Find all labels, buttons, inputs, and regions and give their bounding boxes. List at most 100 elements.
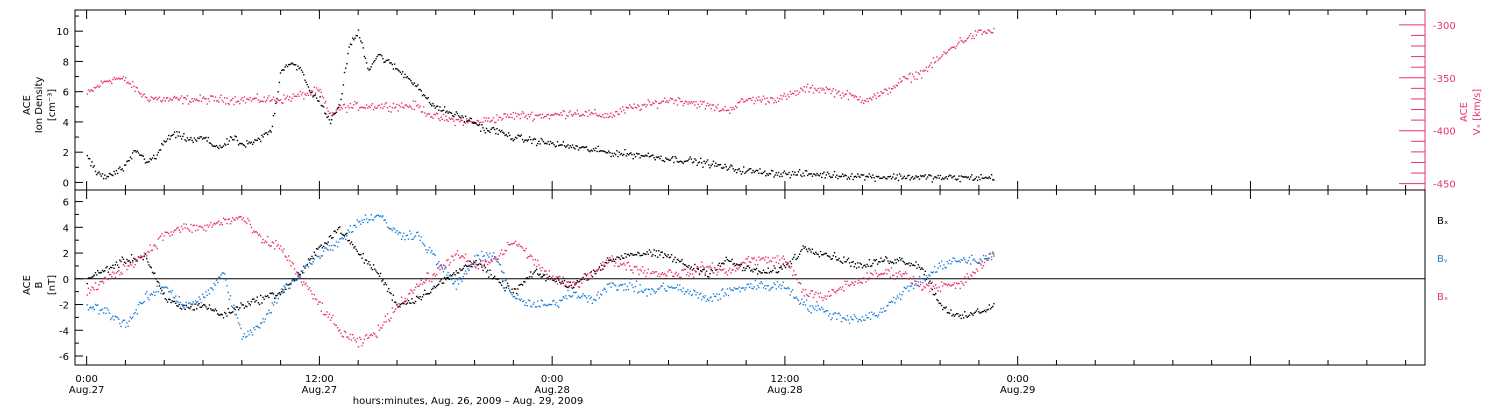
bx-point — [724, 260, 726, 262]
bx-point — [473, 263, 475, 265]
density-point — [439, 106, 441, 108]
bz-point — [873, 277, 875, 280]
velocity-point — [440, 116, 442, 118]
bz-point — [206, 224, 208, 226]
by-point — [745, 287, 747, 289]
bx-point — [584, 273, 587, 275]
density-point — [282, 69, 284, 71]
by-point — [743, 287, 745, 289]
by-point — [354, 224, 356, 227]
bx-point — [326, 243, 328, 245]
bx-point — [936, 298, 938, 301]
density-point — [559, 144, 561, 146]
by-point — [212, 289, 214, 291]
density-point — [200, 136, 203, 138]
bx-point — [852, 261, 854, 263]
bz-point — [90, 289, 92, 291]
velocity-point — [320, 91, 322, 94]
by-point — [369, 219, 371, 221]
bx-point — [886, 257, 888, 259]
by-point — [232, 306, 234, 308]
velocity-point — [411, 108, 413, 110]
bz-point — [881, 273, 883, 275]
bz-point — [452, 255, 454, 258]
time-tick-date: Aug.28 — [767, 385, 802, 396]
density-point — [293, 64, 296, 66]
top-left-ylabel-line1: ACE — [22, 95, 33, 115]
by-point — [990, 256, 993, 258]
velocity-point — [148, 100, 150, 103]
by-point — [442, 271, 445, 273]
bx-point — [889, 260, 892, 263]
density-point — [123, 164, 126, 166]
bx-point — [970, 312, 972, 314]
bx-point — [691, 269, 694, 271]
bx-point — [239, 307, 241, 309]
by-point — [418, 235, 420, 237]
bz-point — [708, 266, 710, 269]
by-point — [556, 305, 559, 307]
bz-point — [548, 270, 551, 272]
bx-point — [244, 305, 247, 307]
by-point — [347, 229, 349, 231]
velocity-point — [822, 87, 824, 90]
bz-point — [772, 257, 774, 259]
bz-point — [407, 293, 410, 295]
by-point — [867, 317, 869, 319]
density-point — [389, 62, 391, 64]
bx-point — [580, 279, 582, 281]
bx-point — [338, 227, 340, 229]
velocity-point — [189, 100, 191, 103]
bx-point — [281, 291, 283, 293]
bx-point — [803, 247, 805, 249]
bx-point — [440, 279, 442, 281]
density-point — [446, 110, 448, 112]
velocity-point — [318, 90, 320, 92]
velocity-point — [248, 99, 250, 101]
bx-point — [180, 308, 183, 310]
by-point — [104, 307, 106, 309]
bx-point — [982, 310, 985, 313]
density-point — [455, 111, 457, 113]
velocity-point — [688, 101, 690, 103]
bx-point — [660, 251, 662, 253]
bz-point — [129, 263, 132, 265]
bx-point — [791, 258, 794, 260]
density-point — [261, 134, 263, 136]
bz-point — [686, 274, 688, 276]
velocity-tick-label: -300 — [1433, 21, 1456, 32]
density-point — [354, 37, 356, 39]
density-point — [199, 136, 201, 138]
bx-point — [812, 252, 815, 254]
velocity-point — [578, 115, 581, 117]
by-point — [168, 291, 170, 293]
bz-point — [123, 265, 126, 267]
velocity-point — [946, 51, 949, 53]
density-point — [537, 142, 539, 145]
density-point — [142, 155, 144, 157]
density-point — [112, 174, 114, 177]
by-point — [123, 319, 126, 321]
bx-point — [378, 275, 381, 277]
by-point — [129, 316, 132, 318]
density-point — [324, 112, 326, 114]
bx-point — [960, 317, 962, 320]
by-point — [786, 288, 788, 290]
bx-point — [683, 264, 686, 266]
bz-point — [281, 249, 283, 251]
by-point — [453, 282, 455, 284]
bz-point — [791, 274, 794, 277]
by-point — [741, 287, 744, 289]
bx-point — [542, 274, 545, 277]
velocity-point — [560, 112, 562, 114]
bz-point — [176, 227, 178, 230]
velocity-point — [993, 27, 995, 30]
velocity-point — [786, 98, 788, 100]
by-point — [325, 247, 327, 249]
by-point — [396, 230, 398, 232]
velocity-point — [825, 86, 827, 88]
by-point — [203, 296, 205, 298]
density-point — [385, 59, 388, 62]
by-point — [163, 287, 165, 289]
by-point — [421, 242, 424, 244]
